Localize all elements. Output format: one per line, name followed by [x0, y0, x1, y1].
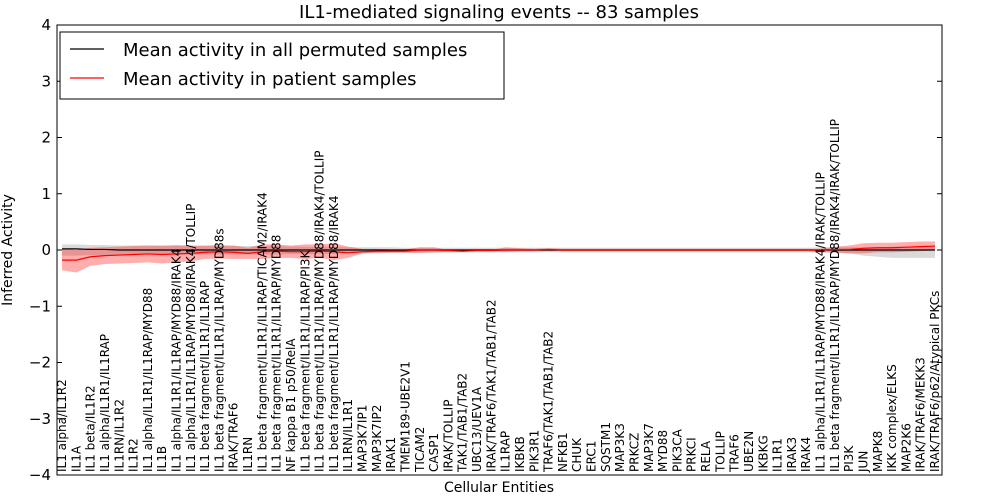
x-tick-label: IKBKG — [756, 435, 770, 472]
x-tick-label: MAPK8 — [871, 431, 885, 472]
x-tick-label: IL1RAP — [499, 431, 513, 472]
x-tick-label: TICAM2 — [413, 427, 427, 473]
x-tick-label: IL1 beta fragment/IL1R1/IL1RAP — [198, 281, 212, 472]
permuted-band — [62, 244, 935, 258]
x-tick-label: IRAK4 — [799, 437, 813, 472]
x-tick-label: PIK3R1 — [527, 430, 541, 472]
x-tick-label: MAP3K7IP1 — [356, 405, 370, 472]
y-tick-label: −1 — [29, 297, 51, 315]
x-tick-label: IRAK/TOLLIP — [441, 400, 455, 472]
x-tick-label: IL1 alpha/IL1R1/IL1RAP/MYD88 — [141, 288, 155, 472]
y-tick-label: 0 — [41, 241, 51, 259]
x-tick-label: IL1RN/IL1R2 — [112, 399, 126, 472]
y-axis-label: Inferred Activity — [0, 194, 16, 306]
x-tick-label: IRAK/TRAF6/TAK1/TAB1/TAB2 — [484, 299, 498, 472]
x-tick-label: IL1 beta fragment/IL1R1/IL1RAP/MYD88/IRA… — [828, 119, 842, 472]
series-bands — [62, 241, 935, 273]
chart-title: IL1-mediated signaling events -- 83 samp… — [299, 2, 699, 23]
x-tick-label: TRAF6 — [728, 434, 742, 473]
y-tick-label: −4 — [29, 466, 51, 484]
legend-label-permuted: Mean activity in all permuted samples — [123, 40, 467, 61]
x-tick-label: TAK1/TAB1/TAB2 — [456, 373, 470, 473]
x-tick-label: JUN — [856, 451, 870, 473]
x-tick-label: IKBKB — [513, 436, 527, 472]
x-tick-label: IRAK1 — [384, 437, 398, 472]
x-tick-label: IRAK3 — [785, 437, 799, 472]
y-tick-label: 2 — [41, 129, 51, 147]
x-tick-label: SQSTM1 — [599, 422, 613, 472]
y-axis-ticks: −4 −3 −2 −1 0 1 2 3 4 — [29, 16, 942, 484]
x-tick-label: IL1 beta fragment/IL1R1/IL1RAP/TICAM2/IR… — [255, 192, 269, 472]
x-tick-label: PRKCI — [685, 437, 699, 472]
x-tick-label: IL1 beta fragment/IL1R1/IL1RAP/MYD88s — [212, 228, 226, 472]
x-axis-tick-labels: IL1 alpha/IL1R2 IL1A IL1 beta/IL1R2 IL1 alp… — [55, 119, 942, 473]
x-tick-label: TRAF6/TAK1/TAB1/TAB2 — [542, 331, 556, 473]
x-tick-label: CASP1 — [427, 433, 441, 472]
x-tick-label: IL1 beta fragment/IL1R1/IL1RAP/MYD88/IRA… — [313, 151, 327, 472]
x-tick-label: RELA — [699, 440, 713, 472]
x-tick-label: PRKCZ — [627, 433, 641, 472]
y-tick-label: −2 — [29, 354, 51, 372]
x-tick-label: ERC1 — [585, 441, 599, 472]
x-tick-label: UBE2N — [742, 431, 756, 472]
x-tick-label: MAP2K6 — [899, 423, 913, 472]
x-tick-label: IL1 beta fragment/IL1R1/IL1RAP/MYD88/IRA… — [327, 195, 341, 472]
x-tick-label: IRAK/TRAF6 — [227, 403, 241, 472]
x-tick-label: TOLLIP — [713, 431, 727, 473]
y-tick-label: 4 — [41, 16, 51, 34]
x-tick-label: MAP3K7IP2 — [370, 405, 384, 472]
x-tick-label: IRAK/TRAF6/MEKK3 — [914, 357, 928, 472]
x-tick-label: IL1 beta fragment/IL1R1/IL1RAP/PI3K — [298, 249, 312, 472]
x-tick-label: IL1 alpha/IL1R1/IL1RAP/MYD88/IRAK4/IRAK/… — [814, 172, 828, 472]
x-tick-label: IL1 alpha/IL1R1/IL1RAP/MYD88/IRAK4/TOLLI… — [184, 204, 198, 472]
series-lines — [62, 245, 936, 261]
x-tick-label: MAP3K3 — [613, 423, 627, 472]
patient-mean-line — [62, 245, 936, 261]
plot-frame — [56, 24, 943, 476]
x-tick-label: NF kappa B1 p50/RelA — [284, 338, 298, 472]
x-tick-label: IL1 alpha/IL1R1/IL1RAP/MYD88/IRAK4 — [169, 249, 183, 472]
legend-label-patient: Mean activity in patient samples — [123, 69, 417, 90]
x-tick-label: IL1B — [155, 446, 169, 472]
x-tick-label: IL1R1 — [771, 438, 785, 472]
x-tick-label: IL1 alpha/IL1R1/IL1RAP — [98, 334, 112, 472]
y-tick-label: −3 — [29, 410, 51, 428]
x-tick-label: IL1RN — [241, 437, 255, 472]
legend-box — [59, 31, 505, 100]
x-tick-label: IL1A — [69, 445, 83, 472]
x-tick-label: NFKB1 — [556, 432, 570, 472]
legend: Mean activity in all permuted samples Me… — [59, 31, 505, 100]
x-tick-label: MYD88 — [656, 430, 670, 472]
y-tick-label: 1 — [41, 185, 51, 203]
x-tick-label: PI3K — [842, 445, 856, 472]
y-tick-label: 3 — [41, 72, 51, 90]
x-tick-label: IRAK/TRAF6/p62/Atypical PKCs — [928, 291, 942, 472]
patient-band — [62, 241, 935, 273]
x-tick-label: IL1R2 — [127, 438, 141, 472]
x-tick-label: IL1 alpha/IL1R2 — [55, 379, 69, 472]
x-tick-label: IL1RN/IL1R1 — [341, 399, 355, 472]
x-tick-label: TMEM189-UBE2V1 — [398, 361, 412, 473]
x-tick-label: UBC13/UEV1A — [470, 386, 484, 472]
x-tick-label: IL1 beta/IL1R2 — [84, 385, 98, 472]
x-tick-label: PIK3CA — [670, 428, 684, 472]
x-tick-label: MAP3K7 — [642, 423, 656, 472]
x-tick-label: CHUK — [570, 437, 584, 472]
x-tick-label: IKK complex/ELKS — [885, 364, 899, 472]
x-axis-label: Cellular Entities — [444, 480, 554, 496]
x-tick-label: IL1 beta fragment/IL1R1/IL1RAP/MYD88 — [270, 235, 284, 472]
